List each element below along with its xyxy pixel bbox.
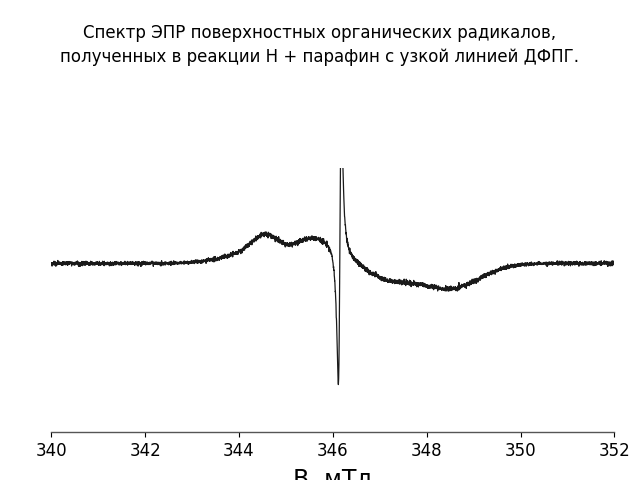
Text: Спектр ЭПР поверхностных органических радикалов,: Спектр ЭПР поверхностных органических ра…: [83, 24, 557, 42]
Text: полученных в реакции Н + парафин с узкой линией ДФПГ.: полученных в реакции Н + парафин с узкой…: [61, 48, 579, 66]
X-axis label: В, мТл: В, мТл: [294, 468, 372, 480]
